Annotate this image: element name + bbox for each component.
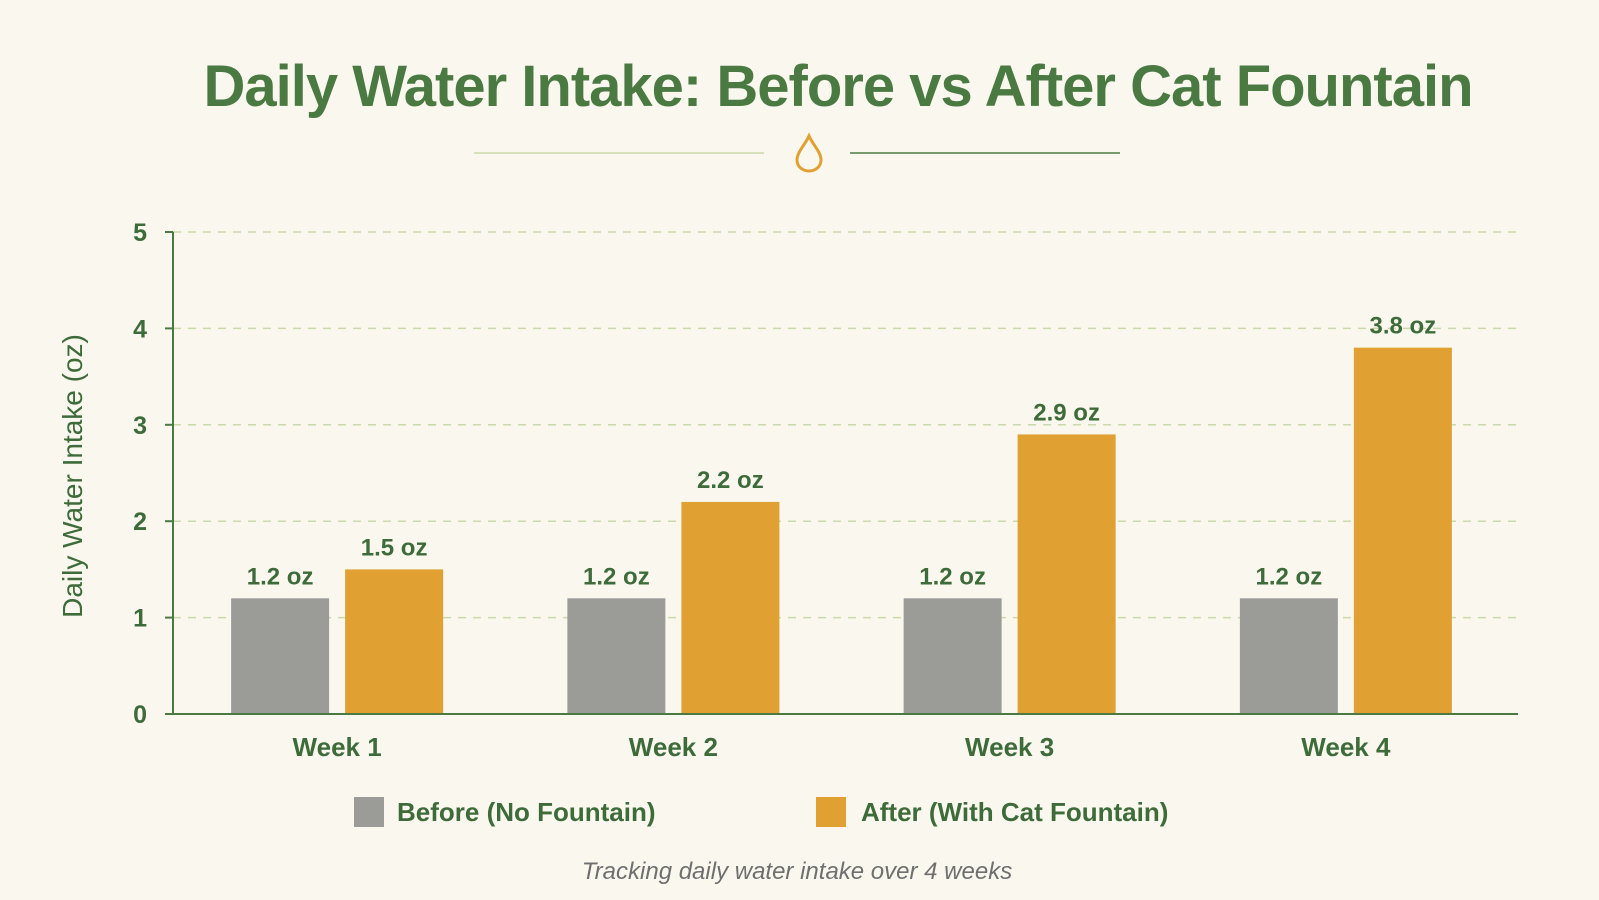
data-label-before-week-2: 1.2 oz [583,563,650,590]
chart-title: Daily Water Intake: Before vs After Cat … [203,54,1472,119]
bar-before-week-3 [903,598,1002,714]
legend-label-before: Before (No Fountain) [397,797,656,827]
data-label-after-week-2: 2.2 oz [697,467,764,494]
bar-before-week-4 [1239,598,1338,714]
bar-after-week-1 [345,569,444,714]
legend-swatch-before [354,797,384,827]
data-label-before-week-1: 1.2 oz [247,563,314,590]
x-category-label: Week 3 [965,732,1054,762]
data-label-after-week-3: 2.9 oz [1033,399,1100,426]
y-tick-label: 1 [133,605,147,633]
bar-after-week-4 [1353,347,1452,714]
bars [231,347,1452,714]
legend-label-after: After (With Cat Fountain) [861,797,1168,827]
legend: Before (No Fountain) After (With Cat Fou… [354,797,1168,827]
data-label-after-week-4: 3.8 oz [1370,313,1437,340]
y-tick-label: 5 [133,219,147,247]
bar-after-week-2 [681,501,780,714]
bar-after-week-3 [1017,434,1116,714]
data-label-before-week-3: 1.2 oz [919,563,986,590]
title-divider [474,132,1120,173]
legend-swatch-after [816,797,846,827]
data-label-before-week-4: 1.2 oz [1256,563,1323,590]
data-label-after-week-1: 1.5 oz [361,534,428,561]
x-axis-categories: Week 1 Week 2 Week 3 Week 4 [293,732,1391,762]
x-category-label: Week 2 [629,732,718,762]
y-tick-label: 4 [133,315,147,343]
y-axis-label: Daily Water Intake (oz) [57,334,88,618]
y-axis-ticks: 0 1 2 3 4 5 [133,219,173,729]
data-labels: 1.2 oz 1.5 oz 1.2 oz 2.2 oz 1.2 oz 2.9 oz 1.2 … [247,313,1436,591]
x-category-label: Week 4 [1301,732,1391,762]
y-tick-label: 3 [133,412,147,440]
y-tick-label: 0 [133,701,147,729]
water-drop-icon [795,132,823,173]
x-category-label: Week 1 [293,732,382,762]
footnote-caption: Tracking daily water intake over 4 weeks [582,858,1012,885]
bar-before-week-1 [231,598,330,714]
y-tick-label: 2 [133,508,147,536]
bar-before-week-2 [567,598,666,714]
